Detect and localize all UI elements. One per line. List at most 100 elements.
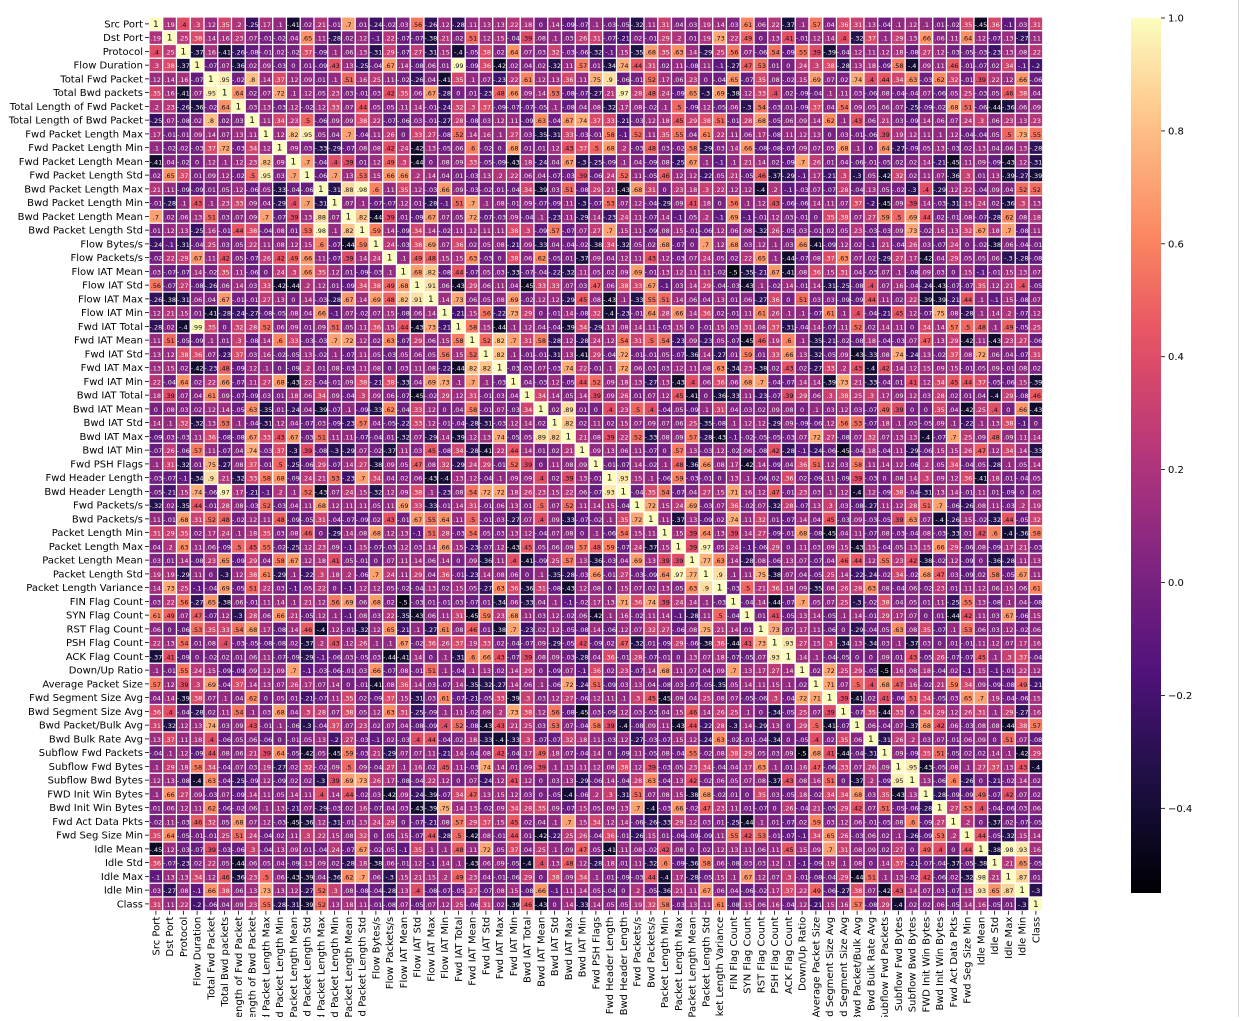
heatmap-cell-value: .06 <box>453 145 463 153</box>
heatmap-cell-value: -.01 <box>865 158 878 166</box>
heatmap-cell-value: .16 <box>206 48 216 56</box>
heatmap-cell-value: 0 <box>456 90 460 98</box>
heatmap-cell-value: .02 <box>989 62 999 70</box>
heatmap-cell-value: .23 <box>233 35 243 43</box>
heatmap-cell-value: 0 <box>429 158 433 166</box>
heatmap-cell-value: .12 <box>288 76 298 84</box>
heatmap-cell-value: .33 <box>412 131 422 139</box>
heatmap-cell-value: .14 <box>536 90 546 98</box>
heatmap-cell-value: -.31 <box>1030 158 1043 166</box>
heatmap-cell-value: .13 <box>261 103 271 111</box>
heatmap-cell-value: -.06 <box>315 117 328 125</box>
heatmap-cell-value: .04 <box>989 145 999 153</box>
heatmap-cell-value: .23 <box>329 90 339 98</box>
heatmap-cell-value: .3 <box>400 158 406 166</box>
heatmap-cell-value: .06 <box>1017 103 1027 111</box>
heatmap-cell-value: -.07 <box>397 35 410 43</box>
heatmap-cell-value: .95 <box>261 172 271 180</box>
heatmap-cell-value: .3 <box>813 62 819 70</box>
heatmap-cell-value: .01 <box>302 62 312 70</box>
heatmap-cell-value: .18 <box>866 62 876 70</box>
heatmap-cell-value: .38 <box>192 35 202 43</box>
heatmap-cell-value: .11 <box>838 90 848 98</box>
heatmap-cell-value: .03 <box>659 145 669 153</box>
heatmap-cell-value: .14 <box>714 21 724 29</box>
heatmap-cell-value: .82 <box>261 158 271 166</box>
heatmap-cell-value: -.25 <box>906 103 919 111</box>
heatmap-cell-value: .34 <box>274 117 284 125</box>
heatmap-cell-value: -.03 <box>562 48 575 56</box>
heatmap-cell-value: 1 <box>181 47 187 57</box>
heatmap-cell-value: .2 <box>414 172 420 180</box>
heatmap-cell-value: .17 <box>261 21 271 29</box>
heatmap-cell-value: .51 <box>714 117 724 125</box>
heatmap-cell-value: -.07 <box>975 62 988 70</box>
heatmap-cell-value: .09 <box>976 158 986 166</box>
heatmap-cell-value: .06 <box>783 117 793 125</box>
heatmap-cell-value: .68 <box>948 103 958 111</box>
heatmap-cell-value: .12 <box>439 21 449 29</box>
heatmap-cell-value: -.02 <box>232 172 245 180</box>
heatmap-cell-value: .01 <box>769 62 779 70</box>
heatmap-cell-value: -.06 <box>315 172 328 180</box>
heatmap-cell-value: .07 <box>811 145 821 153</box>
heatmap-cell-value: .06 <box>934 117 944 125</box>
heatmap-cell-value: .11 <box>316 35 326 43</box>
heatmap-cell-value: .22 <box>1031 48 1041 56</box>
heatmap-cell-value: .03 <box>838 131 848 139</box>
heatmap-cell-value: .95 <box>302 131 312 139</box>
heatmap-cell-value: -.08 <box>177 117 190 125</box>
heatmap-cell-value: .1 <box>332 76 338 84</box>
heatmap-cell-value: .39 <box>522 35 532 43</box>
heatmap-cell-value: .03 <box>274 172 284 180</box>
heatmap-cell-value: -.1 <box>715 158 724 166</box>
heatmap-cell-value: -.05 <box>466 48 479 56</box>
heatmap-cell-value: -.02 <box>933 103 946 111</box>
heatmap-cell-value: .4 <box>840 35 846 43</box>
heatmap-cell-value: .07 <box>164 117 174 125</box>
heatmap-cell-value: -.21 <box>823 172 836 180</box>
heatmap-cell-value: .37 <box>577 145 587 153</box>
heatmap-cell-value: -.05 <box>768 117 781 125</box>
heatmap-cell-value: .04 <box>536 172 546 180</box>
heatmap-cell-value: .09 <box>192 131 202 139</box>
heatmap-cell-value: -.1 <box>1004 21 1013 29</box>
heatmap-cell-value: .38 <box>164 62 174 70</box>
heatmap-cell-value: .24 <box>604 172 614 180</box>
heatmap-cell-value: .01 <box>536 145 546 153</box>
heatmap-cell-value: .67 <box>384 62 394 70</box>
heatmap-cell-value: .69 <box>811 76 821 84</box>
heatmap-cell-value: .35 <box>453 76 463 84</box>
heatmap-cell-value: -.02 <box>480 145 493 153</box>
heatmap-cell-value: .11 <box>467 21 477 29</box>
heatmap-cell-value: -.06 <box>755 48 768 56</box>
heatmap-cell-value: .13 <box>1003 35 1013 43</box>
heatmap-cell-value: .23 <box>288 117 298 125</box>
heatmap-cell-value: .48 <box>646 90 656 98</box>
heatmap-cell-value: -.4 <box>454 48 463 56</box>
heatmap-cell-value: .58 <box>687 145 697 153</box>
heatmap-cell-value: .14 <box>426 172 436 180</box>
heatmap-cell-value: .1 <box>620 158 626 166</box>
heatmap-cell-value: .11 <box>1031 35 1041 43</box>
heatmap-cell-value: .07 <box>261 90 271 98</box>
heatmap-cell-value: -.39 <box>823 48 836 56</box>
heatmap-cell-value: .12 <box>907 21 917 29</box>
heatmap-cell-value: .2 <box>497 172 503 180</box>
heatmap-cell-value: -.09 <box>603 158 616 166</box>
heatmap-cell-value: .97 <box>618 90 628 98</box>
heatmap-cell-value: -.29 <box>700 48 713 56</box>
heatmap-cell-value: .02 <box>907 158 917 166</box>
heatmap-cell-value: .24 <box>398 145 408 153</box>
heatmap-cell-value: .57 <box>577 62 587 70</box>
heatmap-cell-value: -.08 <box>562 103 575 111</box>
heatmap-cell-value: 1 <box>277 144 283 154</box>
heatmap-cell-value: .03 <box>247 103 257 111</box>
heatmap-cell-value: -.24 <box>535 158 548 166</box>
heatmap-cell-value: -.43 <box>1002 158 1015 166</box>
heatmap-cell-value: -.3 <box>853 172 862 180</box>
heatmap-cell-value: .74 <box>618 62 628 70</box>
heatmap-cell-value: .02 <box>838 76 848 84</box>
heatmap-cell-value: .36 <box>838 21 848 29</box>
heatmap-cell-value: -.05 <box>438 145 451 153</box>
